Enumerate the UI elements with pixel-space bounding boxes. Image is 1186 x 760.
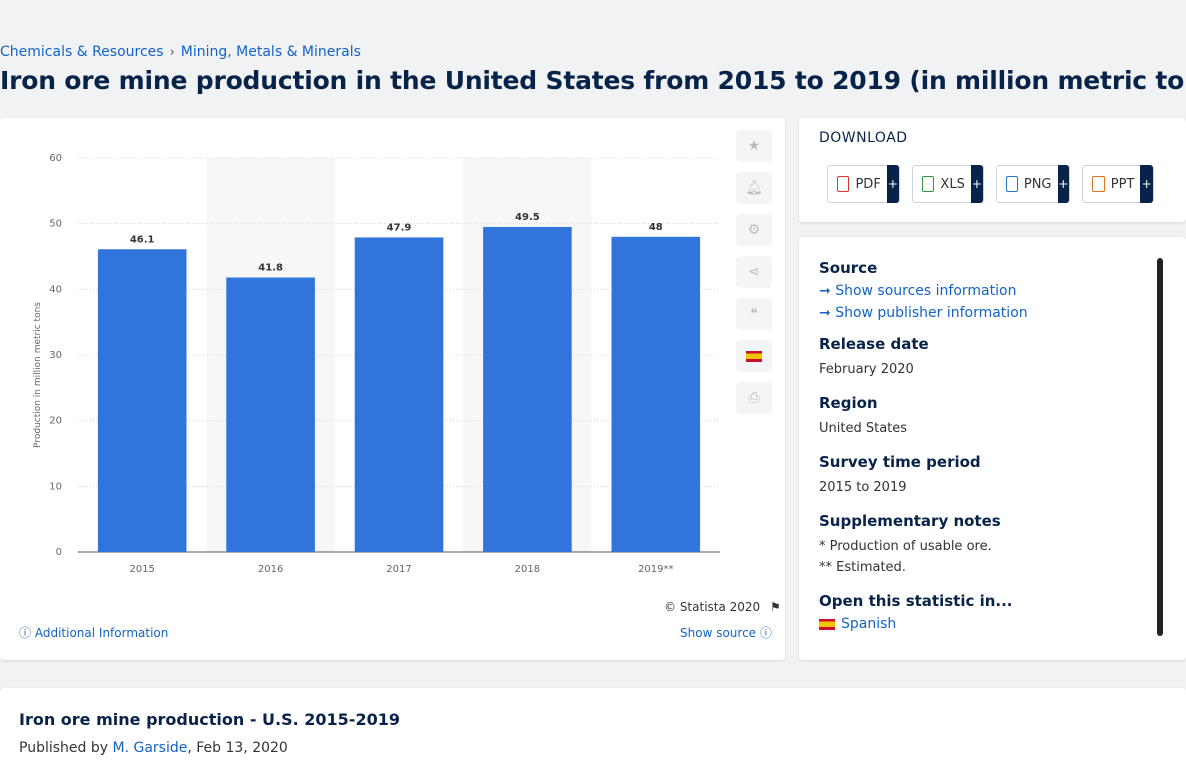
download-card: DOWNLOAD PDF + XLS + PNG + PPT + [799, 118, 1186, 222]
plus-icon: + [1140, 165, 1153, 203]
plus-icon: + [887, 165, 899, 203]
chart-bars [98, 227, 700, 552]
bar[interactable] [98, 249, 187, 552]
print-icon[interactable]: ⎙ [736, 382, 772, 414]
y-tick-label: 10 [49, 481, 62, 492]
y-tick-label: 0 [56, 547, 62, 558]
bar[interactable] [612, 237, 701, 552]
bar[interactable] [355, 237, 444, 552]
data-label: 48 [649, 222, 663, 233]
breadcrumb-separator: › [170, 45, 175, 60]
download-pdf-button[interactable]: PDF + [827, 165, 900, 203]
y-tick-label: 60 [49, 153, 62, 164]
statistic-title: Iron ore mine production - U.S. 2015-201… [19, 710, 400, 729]
top-bar [0, 0, 1186, 30]
flag-icon: ⚑ [770, 600, 781, 614]
show-publisher-link[interactable]: ➞ Show publisher information [819, 305, 1169, 321]
flag-es-icon[interactable] [736, 340, 772, 372]
x-tick-label: 2018 [515, 564, 540, 575]
y-tick-label: 30 [49, 350, 62, 361]
download-png-button[interactable]: PNG + [996, 165, 1070, 203]
supplementary-notes-label: Supplementary notes [819, 512, 1169, 530]
region-value: United States [819, 418, 1169, 439]
survey-period-label: Survey time period [819, 453, 1169, 471]
author-link[interactable]: M. Garside [112, 740, 187, 756]
arrow-right-icon: ➞ [819, 283, 831, 299]
show-sources-link[interactable]: ➞ Show sources information [819, 283, 1169, 299]
additional-information-link[interactable]: ⓘ Additional Information [19, 624, 168, 641]
y-tick-label: 40 [49, 284, 62, 295]
breadcrumb: Chemicals & Resources › Mining, Metals &… [0, 44, 361, 60]
share-icon[interactable]: ⋖ [736, 256, 772, 288]
open-spanish-link[interactable]: Spanish [819, 616, 1169, 632]
data-label: 41.8 [258, 263, 283, 274]
breadcrumb-item-chemicals[interactable]: Chemicals & Resources [0, 44, 164, 60]
bell-icon[interactable]: 🔔︎ [736, 172, 772, 204]
info-content: Source ➞ Show sources information ➞ Show… [819, 259, 1169, 646]
xls-file-icon [922, 176, 934, 192]
arrow-right-icon: ➞ [819, 305, 831, 321]
scrollbar[interactable] [1157, 258, 1163, 636]
info-icon: ⓘ [760, 626, 772, 640]
download-xls-button[interactable]: XLS + [912, 165, 984, 203]
bar[interactable] [483, 227, 572, 552]
data-label: 46.1 [130, 234, 155, 245]
download-ppt-button[interactable]: PPT + [1082, 165, 1154, 203]
note-2: ** Estimated. [819, 557, 1169, 578]
quote-icon[interactable]: ❝ [736, 298, 772, 330]
download-buttons: PDF + XLS + PNG + PPT + [827, 165, 1166, 203]
chart-card: 0 10 20 30 40 50 60 46.1 2015 41.8 2016 47.9 2017 49… [0, 118, 785, 660]
show-source-link[interactable]: Show source ⓘ [680, 624, 772, 641]
note-1: * Production of usable ore. [819, 536, 1169, 557]
y-axis-label: Production in million metric tons [33, 302, 43, 448]
x-tick-label: 2016 [258, 564, 283, 575]
release-date-value: February 2020 [819, 359, 1169, 380]
open-statistic-label: Open this statistic in... [819, 592, 1169, 610]
x-tick-label: 2015 [129, 564, 154, 575]
statistic-summary-card: Iron ore mine production - U.S. 2015-201… [0, 688, 1186, 760]
published-by: Published by M. Garside, Feb 13, 2020 [19, 740, 288, 756]
x-tick-label: 2017 [386, 564, 411, 575]
gear-icon[interactable]: ⚙ [736, 214, 772, 246]
bar[interactable] [226, 278, 315, 552]
survey-period-value: 2015 to 2019 [819, 477, 1169, 498]
pdf-file-icon [837, 176, 849, 192]
flag-es-icon [819, 619, 835, 630]
data-label: 47.9 [387, 222, 412, 233]
data-label: 49.5 [515, 212, 540, 223]
info-card: Source ➞ Show sources information ➞ Show… [799, 237, 1186, 660]
bar-chart: 0 10 20 30 40 50 60 46.1 2015 41.8 2016 47.9 2017 49… [0, 118, 785, 660]
png-file-icon [1006, 176, 1018, 192]
release-date-label: Release date [819, 335, 1169, 353]
chart-toolbar: ★ 🔔︎ ⚙ ⋖ ❝ ⎙ [736, 130, 772, 424]
region-label: Region [819, 394, 1169, 412]
x-tick-label: 2019** [638, 564, 673, 575]
copyright: © Statista 2020 ⚑ [664, 600, 781, 614]
y-tick-label: 50 [49, 219, 62, 230]
info-icon: ⓘ [19, 626, 31, 640]
ppt-file-icon [1092, 176, 1105, 192]
y-tick-label: 20 [49, 416, 62, 427]
page-title: Iron ore mine production in the United S… [0, 66, 1186, 95]
star-icon[interactable]: ★ [736, 130, 772, 162]
plus-icon: + [971, 165, 983, 203]
source-label: Source [819, 259, 1169, 277]
plus-icon: + [1058, 165, 1070, 203]
breadcrumb-item-mining[interactable]: Mining, Metals & Minerals [181, 44, 361, 60]
download-title: DOWNLOAD [819, 130, 908, 146]
